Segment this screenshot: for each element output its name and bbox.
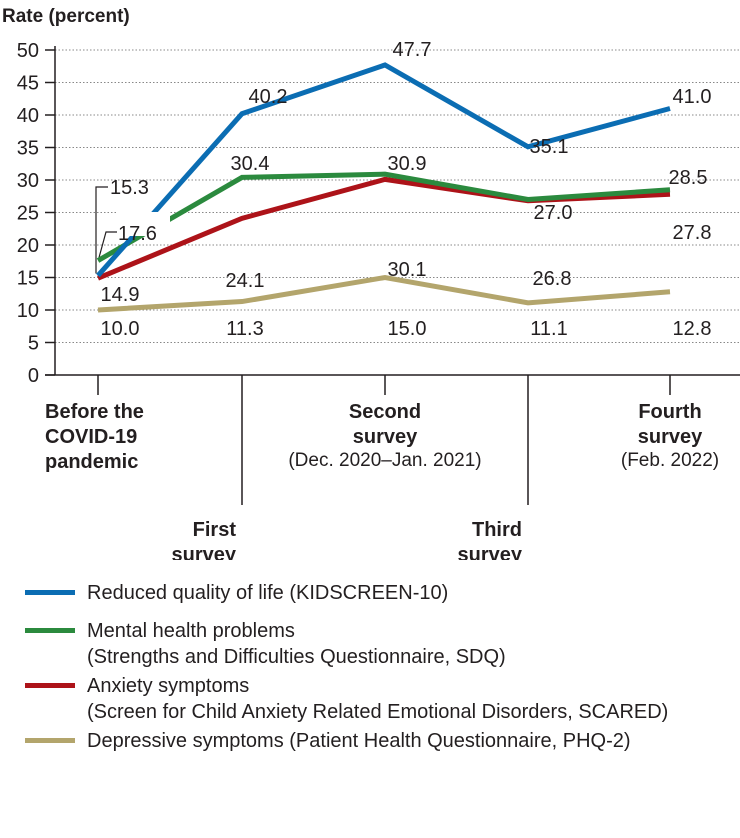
series-line-4 <box>97 274 671 313</box>
data-label: 11.3 <box>226 318 263 340</box>
data-label: 28.5 <box>669 167 708 189</box>
data-label: 27.8 <box>673 222 712 244</box>
legend-item: Anxiety symptoms (Screen for Child Anxiet… <box>25 673 668 725</box>
leader-line <box>95 186 108 274</box>
x-category-label: survey <box>172 544 237 560</box>
legend-swatch <box>25 738 75 743</box>
series-line-1 <box>96 62 671 278</box>
data-label: 10.0 <box>101 318 140 340</box>
legend-label: Depressive symptoms (Patient Health Ques… <box>87 728 631 754</box>
data-label: 41.0 <box>673 86 712 108</box>
legend-label-line: (Strengths and Difficulties Questionnair… <box>87 646 506 668</box>
x-category-sublabel: (Feb. 2022) <box>621 450 719 471</box>
legend-label-line: Anxiety symptoms <box>87 675 250 697</box>
data-label: 12.8 <box>673 318 712 340</box>
data-label: 30.9 <box>388 153 427 175</box>
legend-label: Reduced quality of life (KIDSCREEN-10) <box>87 580 448 606</box>
y-axis-title: Rate (percent) <box>2 6 130 27</box>
x-category-label: survey <box>353 426 418 448</box>
data-label: 30.1 <box>388 259 427 281</box>
legend-swatch <box>25 683 75 688</box>
y-tick-label: 25 <box>17 203 39 225</box>
y-tick-label: 35 <box>17 138 39 160</box>
x-category-label: survey <box>638 426 703 448</box>
y-tick-label: 50 <box>17 40 39 62</box>
legend-label-line: (Screen for Child Anxiety Related Emotio… <box>87 701 669 723</box>
y-tick-label: 0 <box>28 365 39 387</box>
y-tick-label: 5 <box>28 333 39 355</box>
legend-label: Mental health problems (Strengths and Dif… <box>87 618 506 670</box>
legend-label-line: Mental health problems <box>87 620 295 642</box>
x-category-sublabel: (Dec. 2020–Jan. 2021) <box>288 450 481 471</box>
legend-swatch <box>25 628 75 633</box>
y-tick-label: 10 <box>17 300 39 322</box>
data-label: 15.0 <box>388 318 427 340</box>
series-line-2 <box>96 171 671 263</box>
data-label: 11.1 <box>530 318 567 340</box>
x-category-label: First <box>193 519 237 541</box>
data-label: 26.8 <box>533 268 572 290</box>
data-label: 35.1 <box>530 136 569 158</box>
legend-label: Anxiety symptoms (Screen for Child Anxiet… <box>87 673 668 725</box>
line-chart: Rate (percent) 0 5 10 15 20 25 30 35 40 45 50 Befor… <box>2 6 740 560</box>
x-category-label: survey <box>458 544 523 560</box>
data-label: 14.9 <box>101 284 140 306</box>
legend-label-line: Reduced quality of life (KIDSCREEN-10) <box>87 582 449 604</box>
data-label: 27.0 <box>534 202 573 224</box>
legend-swatch <box>25 590 75 595</box>
y-tick-label: 30 <box>17 170 39 192</box>
legend-item: Mental health problems (Strengths and Dif… <box>25 618 506 670</box>
x-category-label: Second <box>349 401 421 423</box>
x-category-label: Third <box>472 519 522 541</box>
legend-label-line: Depressive symptoms (Patient Health Ques… <box>87 730 631 752</box>
y-tick-label: 20 <box>17 235 39 257</box>
y-tick-label: 45 <box>17 73 39 95</box>
legend-item: Reduced quality of life (KIDSCREEN-10) <box>25 580 448 606</box>
legend-item: Depressive symptoms (Patient Health Ques… <box>25 728 631 754</box>
y-tick-label: 40 <box>17 105 39 127</box>
label-background <box>118 212 170 236</box>
data-label: 15.3 <box>110 177 149 199</box>
data-label: 40.2 <box>249 86 288 108</box>
data-label: 17.6 <box>118 223 157 245</box>
leader-line <box>98 231 117 258</box>
data-label: 30.4 <box>231 153 270 175</box>
x-category-label: Fourth <box>638 401 701 423</box>
data-label: 47.7 <box>393 39 432 61</box>
x-category-label: COVID-19 <box>45 426 137 448</box>
y-tick-label: 15 <box>17 268 39 290</box>
x-category-label: pandemic <box>45 451 138 473</box>
data-label: 24.1 <box>226 270 265 292</box>
x-category-label: Before the <box>45 401 144 423</box>
